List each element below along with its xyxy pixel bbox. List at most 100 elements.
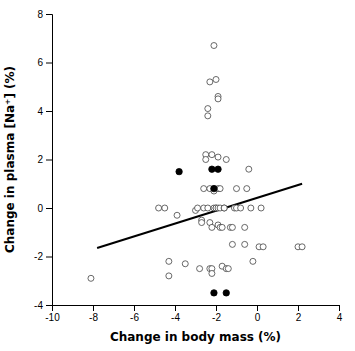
tick: -4 — [34, 300, 52, 311]
point — [217, 186, 223, 192]
tick-mark — [175, 305, 176, 311]
tick-mark — [134, 305, 135, 311]
tick-label: -6 — [130, 312, 139, 323]
tick-label: 2 — [37, 154, 43, 165]
point — [205, 113, 211, 119]
point — [229, 224, 235, 230]
point — [215, 154, 221, 160]
point — [209, 152, 215, 158]
tick-mark — [298, 305, 299, 311]
tick: 2 — [296, 305, 302, 323]
point — [201, 186, 207, 192]
point — [88, 275, 94, 281]
plot-area — [88, 43, 305, 297]
open-points — [88, 43, 305, 282]
tick-label: -4 — [34, 300, 43, 311]
tick-label: 0 — [255, 312, 261, 323]
point — [213, 76, 219, 82]
point — [156, 205, 162, 211]
tick: -2 — [212, 305, 221, 323]
point — [162, 205, 168, 211]
tick-label: -4 — [171, 312, 180, 323]
tick-mark — [46, 208, 52, 209]
tick-mark — [93, 305, 94, 311]
point — [199, 220, 205, 226]
point — [209, 224, 215, 230]
point — [299, 244, 305, 250]
tick: 4 — [37, 106, 52, 117]
filled-points — [176, 166, 230, 296]
point — [166, 258, 172, 264]
point — [223, 157, 229, 163]
point — [215, 96, 221, 102]
x-axis: -10 -8 -6 -4 -2 0 2 4 — [45, 305, 342, 323]
tick: 0 — [255, 305, 261, 323]
tick-mark — [46, 160, 52, 161]
point — [176, 168, 182, 174]
tick-label: 0 — [37, 203, 43, 214]
tick-label: 2 — [296, 312, 302, 323]
point — [166, 273, 172, 279]
tick-mark — [339, 305, 340, 311]
point — [260, 244, 266, 250]
tick-mark — [46, 111, 52, 112]
axis-line — [53, 306, 340, 312]
point — [195, 205, 201, 211]
point — [197, 266, 203, 272]
point — [221, 205, 227, 211]
tick-label: 6 — [37, 57, 43, 68]
tick: -2 — [34, 251, 52, 262]
tick-mark — [257, 305, 258, 311]
y-axis: -4 -2 0 2 4 6 8 — [34, 9, 52, 311]
point — [205, 106, 211, 112]
tick-label: 4 — [37, 106, 43, 117]
tick-label: -10 — [45, 312, 60, 323]
tick-label: 8 — [37, 9, 43, 20]
x-axis-title: Change in body mass (%) — [110, 330, 281, 344]
tick-mark — [46, 14, 52, 15]
tick-mark — [46, 305, 52, 306]
tick-mark — [216, 305, 217, 311]
point — [219, 224, 225, 230]
tick-label: -2 — [212, 312, 221, 323]
tick: 6 — [37, 57, 52, 68]
tick-label: -8 — [89, 312, 98, 323]
point — [211, 185, 217, 191]
tick-label: 4 — [337, 312, 343, 323]
tick: -4 — [171, 305, 180, 323]
point — [215, 166, 221, 172]
point — [242, 224, 248, 230]
point — [182, 261, 188, 267]
axis-line — [46, 15, 53, 306]
tick: -10 — [45, 305, 60, 323]
tick: -6 — [130, 305, 139, 323]
tick: -8 — [89, 305, 98, 323]
point — [207, 79, 213, 85]
y-axis-title: Change in plasma [Na⁺] (%) — [3, 66, 17, 253]
point — [221, 205, 227, 211]
point — [209, 166, 215, 172]
point — [246, 166, 252, 172]
point — [205, 205, 211, 211]
point — [211, 43, 217, 49]
point — [203, 157, 209, 163]
point — [211, 186, 217, 192]
tick: 0 — [37, 203, 52, 214]
point — [250, 258, 256, 264]
point — [209, 270, 215, 276]
tick: 8 — [37, 9, 52, 20]
point — [248, 205, 254, 211]
point — [244, 186, 250, 192]
tick-label: -2 — [34, 251, 43, 262]
point — [229, 241, 235, 247]
tick-mark — [46, 63, 52, 64]
point — [258, 205, 264, 211]
point — [242, 241, 248, 247]
chart: -10 -8 -6 -4 -2 0 2 4 -4 -2 0 2 4 6 8 Change in body ma… — [0, 0, 355, 351]
point — [238, 205, 244, 211]
tick: 2 — [37, 154, 52, 165]
point — [211, 290, 217, 296]
point — [174, 212, 180, 218]
regression-line — [97, 184, 302, 248]
point — [223, 290, 229, 296]
